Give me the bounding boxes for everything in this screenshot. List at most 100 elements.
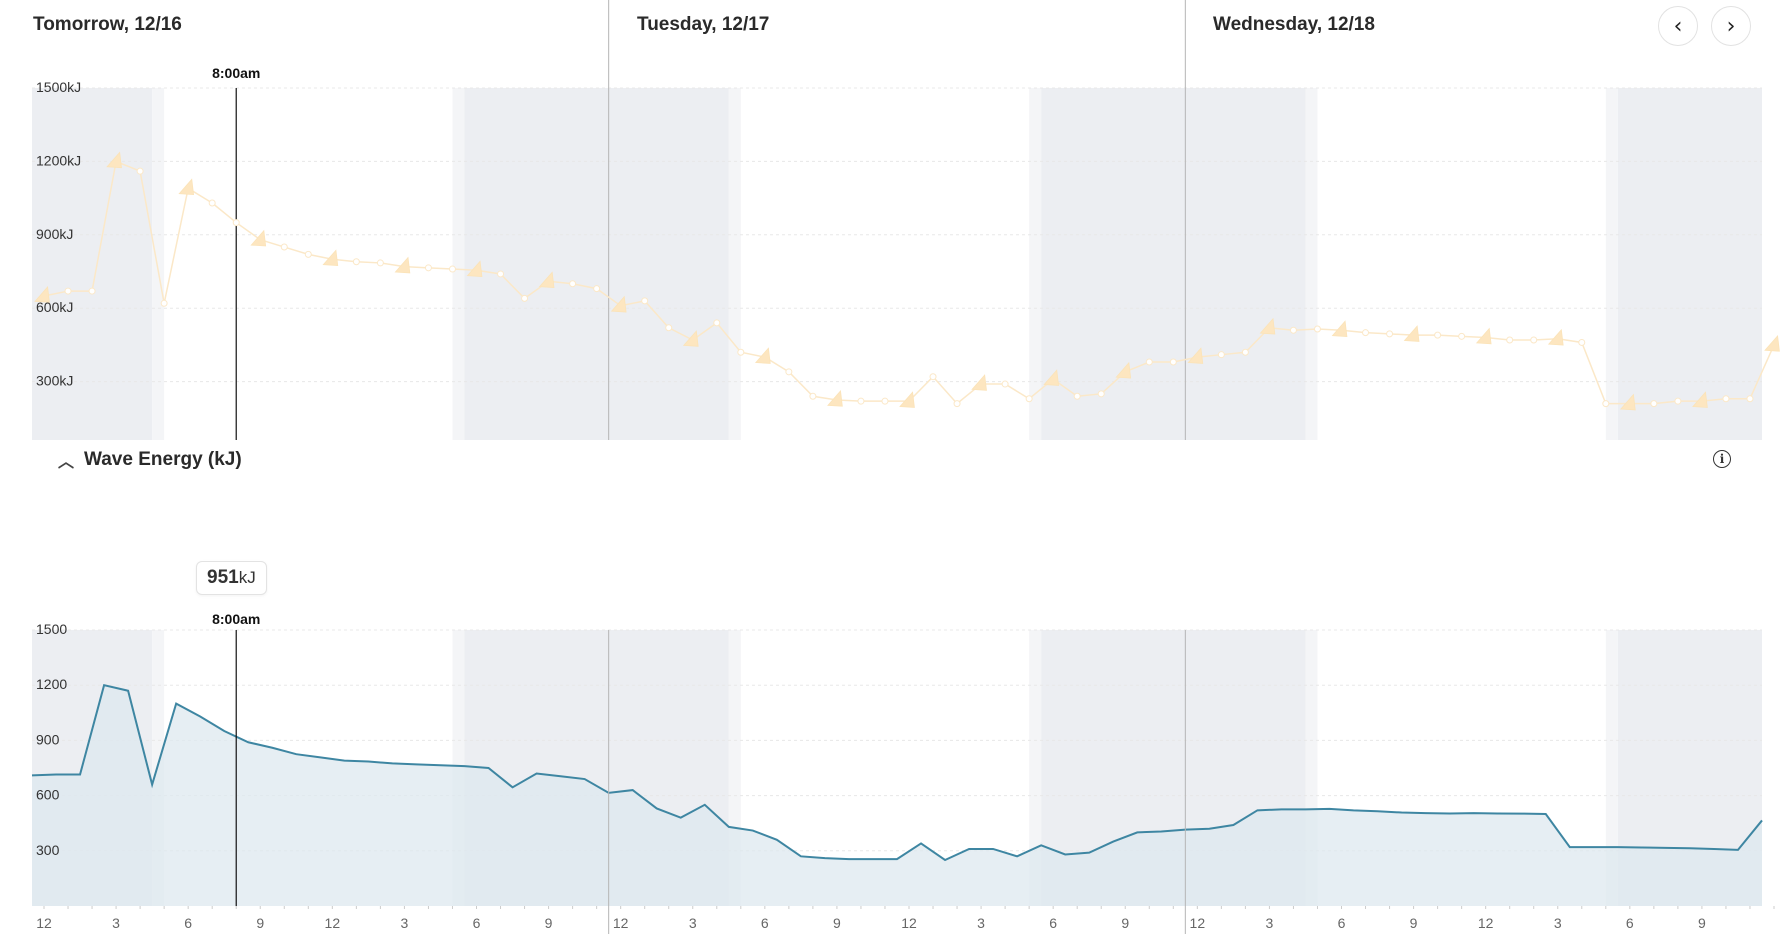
swell-direction-marker [1403,325,1420,342]
data-point [593,285,601,293]
night-band [1041,88,1306,440]
data-point [881,397,889,405]
data-point [1386,330,1394,338]
day-header-wednesday: Wednesday, 12/18 [1213,14,1375,35]
data-point [136,167,144,175]
twilight-band [1305,88,1318,440]
x-tick-label: 3 [1554,915,1562,931]
prev-button[interactable]: ‹ [1658,6,1698,46]
swell-direction-marker [827,390,843,407]
data-point [1001,380,1009,388]
swell-direction-marker [1475,327,1492,345]
energy-area [32,685,1762,906]
data-point [737,348,745,356]
data-point [1746,395,1754,403]
data-point [809,392,817,400]
data-point [1602,400,1610,408]
data-point [1458,332,1466,340]
data-point [280,243,288,251]
x-tick-label: 12 [1478,915,1494,931]
x-tick-label: 9 [1121,915,1129,931]
swell-direction-marker [106,151,122,169]
x-tick-label: 6 [761,915,769,931]
tooltip-unit: kJ [238,568,256,587]
y-tick-label: 1500kJ [36,79,81,95]
swell-direction-marker [754,347,771,364]
data-point [1530,336,1538,344]
swell-direction-marker [1187,347,1204,364]
data-point [1722,395,1730,403]
data-point [521,294,529,302]
section-title: Wave Energy (kJ) [84,449,242,470]
day-header-tuesday: Tuesday, 12/17 [637,14,770,35]
energy-line [31,684,1763,862]
data-point [160,299,168,307]
swell-direction-marker [178,178,195,196]
swell-direction-marker [971,374,987,391]
data-point [1434,331,1442,339]
next-button[interactable]: › [1711,6,1751,46]
data-point [352,258,360,266]
y-tick-label: 900 [36,731,60,747]
chevron-right-icon: › [1726,13,1736,39]
x-tick-label: 12 [325,915,341,931]
data-point [641,297,649,305]
chevron-up-icon: ︿ [58,452,75,471]
swell-direction-marker [1692,391,1708,408]
night-band [464,88,729,440]
x-tick-label: 12 [901,915,917,931]
x-tick-label: 9 [1410,915,1418,931]
y-tick-label: 1500 [36,621,67,637]
swell-direction-marker [1764,334,1780,352]
x-tick-label: 6 [1049,915,1057,931]
twilight-band [1605,88,1618,440]
data-point [1506,336,1514,344]
twilight-band [728,88,741,440]
x-tick-label: 3 [689,915,697,931]
data-point [497,270,505,278]
y-tick-label: 300kJ [36,373,73,389]
swell-direction-marker [322,249,339,266]
info-icon[interactable]: i [1713,450,1731,468]
swell-direction-marker [394,256,411,274]
wave-energy-chart: 8:00am 1500 1200 900 600 300 12 3 6 9 12 3 6 9 12 3 6 9… [31,611,1775,934]
data-point [376,259,384,267]
y-tick-label: 600 [36,787,60,803]
data-point [665,324,673,332]
swell-direction-marker [466,260,483,278]
y-tick-label: 300 [36,842,60,858]
value-tooltip: 951kJ [196,561,267,595]
swell-direction-marker [1547,328,1564,346]
data-point [64,287,72,295]
x-tick-label: 9 [1698,915,1706,931]
data-point [1362,329,1370,337]
x-tick-label: 6 [473,915,481,931]
data-point [857,397,865,405]
wave-energy-section-toggle[interactable]: ︿ Wave Energy (kJ) [58,448,242,472]
x-tick-label: 12 [1190,915,1206,931]
x-tick-label: 12 [613,915,629,931]
data-point [1169,358,1177,366]
y-tick-label: 1200 [36,676,67,692]
x-tick-label: 3 [112,915,120,931]
twilight-band [452,88,465,440]
swell-direction-marker [34,286,50,303]
data-point [448,265,456,273]
night-band [1617,88,1762,440]
data-point [1289,326,1297,334]
data-point [569,280,577,288]
swell-direction-marker [538,271,555,289]
data-point [208,199,216,207]
data-point [304,250,312,258]
swell-direction-marker [610,295,627,313]
data-point [713,319,721,327]
data-point [88,287,96,295]
data-point [1313,325,1321,333]
data-point [1073,392,1081,400]
y-tick-label: 1200kJ [36,152,81,168]
swell-direction-marker [682,330,699,347]
twilight-band [1029,88,1042,440]
twilight-band [152,88,165,440]
data-point [424,264,432,272]
